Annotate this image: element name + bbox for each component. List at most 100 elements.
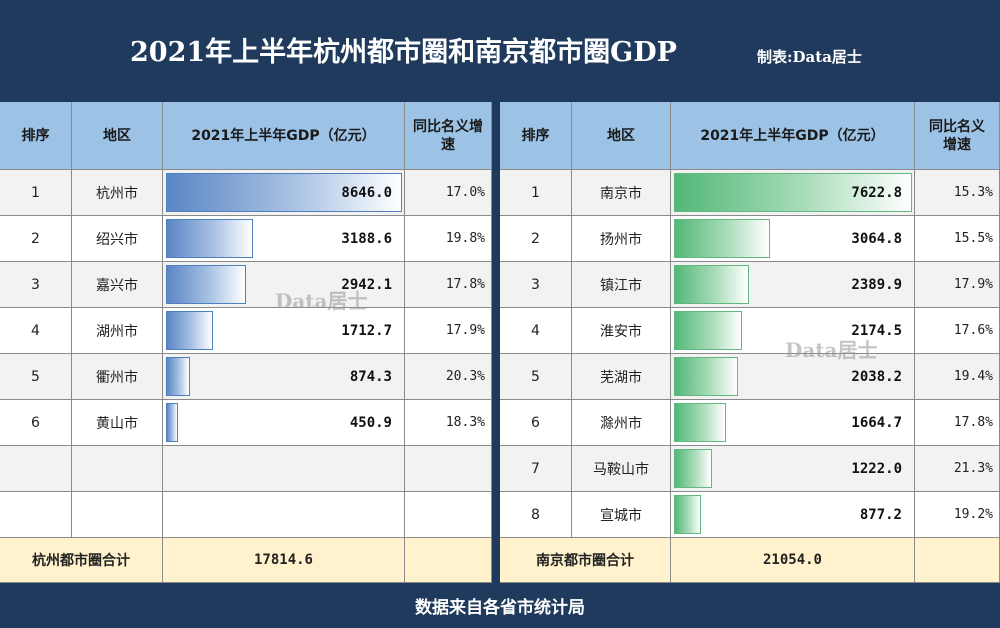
nj-growth-cell: 15.3%	[915, 170, 1000, 216]
hz-growth-cell: 17.9%	[405, 308, 492, 354]
nj-region-cell: 镇江市	[572, 262, 671, 308]
hz-region-cell: 衢州市	[72, 354, 163, 400]
nj-gdp-cell: 1222.0	[671, 446, 915, 492]
nj-gdp-cell: 2038.2	[671, 354, 915, 400]
nj-rank-cell: 1	[500, 170, 572, 216]
hz-rank-cell: 1	[0, 170, 72, 216]
nj-gdp-cell: 3064.8	[671, 216, 915, 262]
hz-rank-cell: 2	[0, 216, 72, 262]
hz-header-gdp: 2021年上半年GDP（亿元）	[163, 102, 405, 170]
nj-region-cell: 芜湖市	[572, 354, 671, 400]
source-footer: 数据来自各省市统计局	[415, 597, 585, 618]
nj-gdp-value: 1664.7	[851, 414, 902, 431]
nj-gdp-bar	[674, 495, 702, 534]
nanjing-table: 排序 地区 2021年上半年GDP（亿元） 同比名义增速 1 南京市 7622.8 15.3%…	[500, 102, 1000, 583]
credit-label: 制表:Data居士	[757, 48, 862, 66]
nj-header-region: 地区	[572, 102, 671, 170]
hz-gdp-value: 8646.0	[341, 184, 392, 201]
nj-rank-cell: 8	[500, 492, 572, 538]
hz-rank-cell	[0, 446, 72, 492]
nj-gdp-bar	[674, 265, 749, 304]
hz-rank-cell: 3	[0, 262, 72, 308]
hz-gdp-cell: 2942.1	[163, 262, 405, 308]
hz-gdp-value: 874.3	[349, 368, 392, 385]
nj-growth-cell: 17.6%	[915, 308, 1000, 354]
hz-gdp-cell	[163, 446, 405, 492]
nj-total-value: 21054.0	[671, 538, 915, 583]
hz-rank-cell: 6	[0, 400, 72, 446]
nj-rank-cell: 4	[500, 308, 572, 354]
hz-header-region: 地区	[72, 102, 163, 170]
nj-gdp-value: 877.2	[859, 506, 902, 523]
nj-total-growth	[915, 538, 1000, 583]
hz-gdp-cell	[163, 492, 405, 538]
nj-region-cell: 滁州市	[572, 400, 671, 446]
hz-gdp-cell: 8646.0	[163, 170, 405, 216]
nj-gdp-value: 1222.0	[851, 460, 902, 477]
hz-gdp-value: 450.9	[349, 414, 392, 431]
nj-header-gdp: 2021年上半年GDP（亿元）	[671, 102, 915, 170]
hz-region-cell: 黄山市	[72, 400, 163, 446]
nj-gdp-bar	[674, 449, 713, 488]
nj-gdp-bar	[674, 403, 726, 442]
hz-region-cell: 湖州市	[72, 308, 163, 354]
hz-rank-cell: 4	[0, 308, 72, 354]
hz-growth-cell: 18.3%	[405, 400, 492, 446]
nj-growth-cell: 21.3%	[915, 446, 1000, 492]
nj-gdp-cell: 2174.5	[671, 308, 915, 354]
hz-gdp-cell: 450.9	[163, 400, 405, 446]
nj-region-cell: 宣城市	[572, 492, 671, 538]
hz-header-growth: 同比名义增速	[405, 102, 492, 170]
hz-growth-cell: 17.8%	[405, 262, 492, 308]
hz-gdp-bar	[166, 357, 190, 396]
hz-region-cell	[72, 492, 163, 538]
nj-rank-cell: 6	[500, 400, 572, 446]
hz-rank-cell: 5	[0, 354, 72, 400]
hz-gdp-bar	[166, 311, 213, 350]
nj-growth-cell: 19.2%	[915, 492, 1000, 538]
nj-growth-cell: 17.8%	[915, 400, 1000, 446]
nj-region-cell: 南京市	[572, 170, 671, 216]
hz-region-cell: 嘉兴市	[72, 262, 163, 308]
nj-gdp-bar	[674, 311, 742, 350]
hz-gdp-cell: 3188.6	[163, 216, 405, 262]
nj-growth-cell: 19.4%	[915, 354, 1000, 400]
hz-growth-cell	[405, 492, 492, 538]
hz-growth-cell: 17.0%	[405, 170, 492, 216]
nj-gdp-bar	[674, 219, 770, 258]
nj-gdp-value: 3064.8	[851, 230, 902, 247]
nj-growth-cell: 15.5%	[915, 216, 1000, 262]
nj-gdp-bar	[674, 173, 912, 212]
nj-gdp-cell: 7622.8	[671, 170, 915, 216]
nj-growth-cell: 17.9%	[915, 262, 1000, 308]
hz-gdp-bar	[166, 173, 402, 212]
nj-gdp-value: 7622.8	[851, 184, 902, 201]
hz-header-rank: 排序	[0, 102, 72, 170]
hz-gdp-value: 3188.6	[341, 230, 392, 247]
hz-total-label: 杭州都市圈合计	[0, 538, 163, 583]
nj-region-cell: 扬州市	[572, 216, 671, 262]
nj-rank-cell: 2	[500, 216, 572, 262]
nj-rank-cell: 7	[500, 446, 572, 492]
nj-gdp-cell: 2389.9	[671, 262, 915, 308]
hz-total-growth	[405, 538, 492, 583]
hz-gdp-bar	[166, 265, 247, 304]
hz-growth-cell: 20.3%	[405, 354, 492, 400]
hz-total-value: 17814.6	[163, 538, 405, 583]
hz-growth-cell	[405, 446, 492, 492]
hz-gdp-value: 2942.1	[341, 276, 392, 293]
hz-gdp-bar	[166, 403, 179, 442]
nj-gdp-value: 2174.5	[851, 322, 902, 339]
nj-header-growth: 同比名义增速	[915, 102, 1000, 170]
nj-region-cell: 淮安市	[572, 308, 671, 354]
hz-region-cell	[72, 446, 163, 492]
nj-rank-cell: 3	[500, 262, 572, 308]
nj-header-rank: 排序	[500, 102, 572, 170]
hz-gdp-cell: 1712.7	[163, 308, 405, 354]
nj-rank-cell: 5	[500, 354, 572, 400]
hz-growth-cell: 19.8%	[405, 216, 492, 262]
nj-gdp-cell: 1664.7	[671, 400, 915, 446]
hz-region-cell: 绍兴市	[72, 216, 163, 262]
chart-title: 2021年上半年杭州都市圈和南京都市圈GDP	[130, 37, 677, 68]
